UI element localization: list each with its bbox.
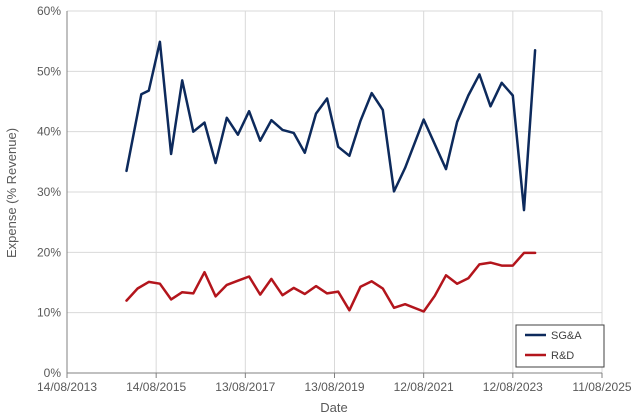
- tick-labels: 0% 10% 20% 30% 40% 50% 60% 14/08/2013 14/08/2015…: [37, 4, 632, 394]
- x-axis-title: Date: [320, 400, 347, 415]
- axes: [66, 11, 603, 378]
- series-line-sga: [125, 40, 537, 212]
- legend-label-sga: SG&A: [551, 330, 582, 342]
- y-axis-title: Expense (% Revenue): [4, 128, 19, 258]
- x-tick-label: 13/08/2019: [304, 380, 364, 394]
- y-tick-label: 40%: [37, 125, 61, 139]
- y-tick-label: 60%: [37, 4, 61, 18]
- x-tick-label: 12/08/2023: [483, 380, 543, 394]
- series-line-rd: [125, 251, 537, 313]
- y-tick-label: 50%: [37, 64, 61, 78]
- y-tick-label: 30%: [37, 185, 61, 199]
- legend-label-rd: R&D: [551, 350, 574, 362]
- x-tick-label: 14/08/2013: [37, 380, 97, 394]
- y-tick-label: 10%: [37, 306, 61, 320]
- series-lines: [125, 40, 537, 313]
- y-tick-label: 0%: [44, 366, 62, 380]
- x-tick-label: 14/08/2015: [126, 380, 186, 394]
- x-tick-label: 13/08/2017: [215, 380, 275, 394]
- y-tick-label: 20%: [37, 245, 61, 259]
- legend: SG&A R&D: [515, 324, 605, 368]
- x-tick-label: 11/08/2025: [572, 380, 631, 394]
- legend-box: [515, 324, 605, 368]
- x-tick-label: 12/08/2021: [394, 380, 454, 394]
